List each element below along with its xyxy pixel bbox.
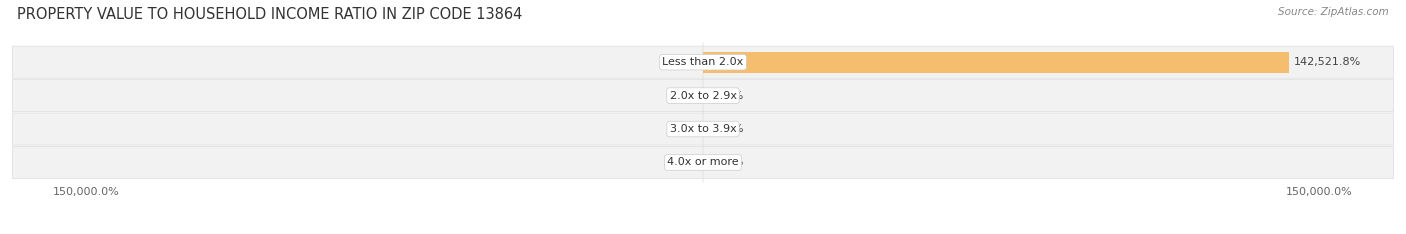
Text: 4.1%: 4.1% <box>669 124 697 134</box>
FancyBboxPatch shape <box>13 113 1393 145</box>
Text: 4.0x or more: 4.0x or more <box>668 157 738 168</box>
FancyBboxPatch shape <box>13 80 1393 112</box>
Text: 23.1%: 23.1% <box>709 157 744 168</box>
Text: 2.0x to 2.9x: 2.0x to 2.9x <box>669 91 737 101</box>
Bar <box>703 52 1289 73</box>
Text: 31.1%: 31.1% <box>662 157 697 168</box>
Text: PROPERTY VALUE TO HOUSEHOLD INCOME RATIO IN ZIP CODE 13864: PROPERTY VALUE TO HOUSEHOLD INCOME RATIO… <box>17 7 522 22</box>
Text: 50.0%: 50.0% <box>709 91 744 101</box>
Text: 59.2%: 59.2% <box>662 57 697 67</box>
Text: 26.9%: 26.9% <box>709 124 744 134</box>
Text: 3.0x to 3.9x: 3.0x to 3.9x <box>669 124 737 134</box>
FancyBboxPatch shape <box>13 146 1393 179</box>
Text: 142,521.8%: 142,521.8% <box>1294 57 1361 67</box>
Text: Less than 2.0x: Less than 2.0x <box>662 57 744 67</box>
Text: Source: ZipAtlas.com: Source: ZipAtlas.com <box>1278 7 1389 17</box>
Text: 5.5%: 5.5% <box>669 91 697 101</box>
FancyBboxPatch shape <box>13 46 1393 78</box>
